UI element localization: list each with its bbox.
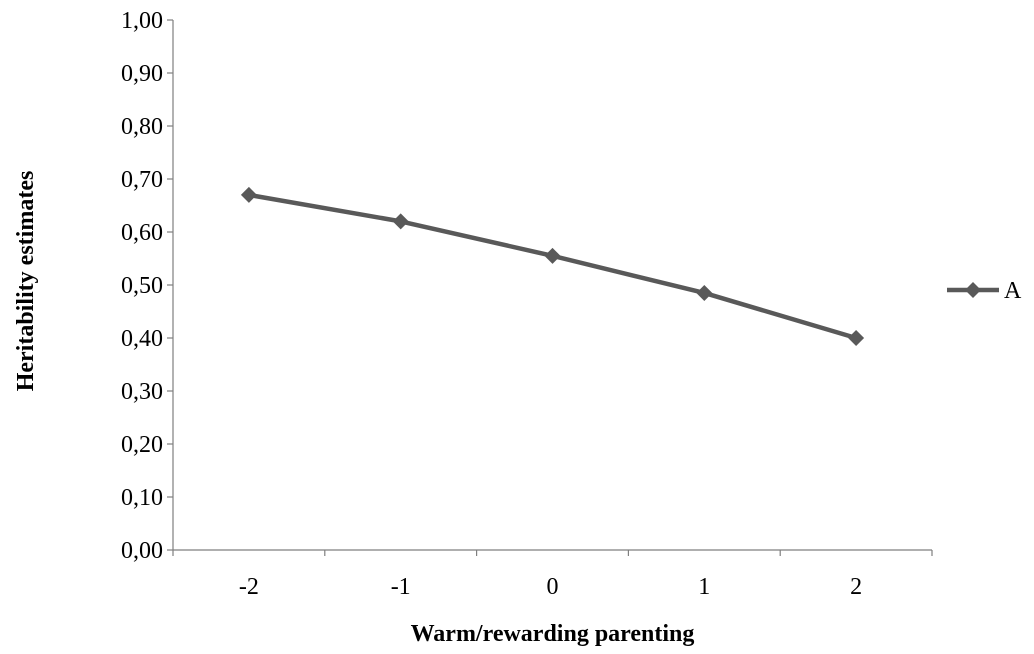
x-axis-title: Warm/rewarding parenting [411, 621, 695, 647]
y-tick-label: 0,70 [121, 167, 163, 193]
x-tick-label: 1 [698, 574, 710, 600]
data-point [544, 247, 561, 264]
y-tick-label: 0,30 [121, 379, 163, 405]
data-point [696, 284, 713, 301]
data-point [240, 186, 257, 203]
data-point [392, 213, 409, 230]
y-tick-label: 0,20 [121, 432, 163, 458]
x-axis: -2 -1 0 1 2 [172, 549, 933, 600]
y-tick-label: 0,40 [121, 326, 163, 352]
data-point [848, 330, 865, 346]
y-tick-label: 0,80 [121, 114, 163, 140]
plot-area [240, 186, 865, 346]
y-tick-label: 1,00 [121, 8, 163, 34]
legend-label: A [1004, 278, 1022, 304]
y-tick-label: 0,90 [121, 61, 163, 87]
y-tick-label: 0,50 [121, 273, 163, 299]
series-line [248, 192, 857, 341]
legend: A [947, 278, 1022, 304]
y-axis-title: Heritability estimates [13, 171, 39, 392]
x-tick-label: -2 [239, 574, 259, 600]
x-tick-label: 2 [850, 574, 862, 600]
y-tick-label: 0,10 [121, 485, 163, 511]
y-tick-label: 0,00 [121, 538, 163, 564]
legend-marker [965, 282, 981, 298]
x-tick-label: -1 [391, 574, 411, 600]
y-tick-label: 0,60 [121, 220, 163, 246]
x-tick-label: 0 [547, 574, 559, 600]
y-axis: 0,00 0,10 0,20 0,30 0,40 0,50 0,60 0,70 0,80 0,90… [121, 8, 174, 564]
